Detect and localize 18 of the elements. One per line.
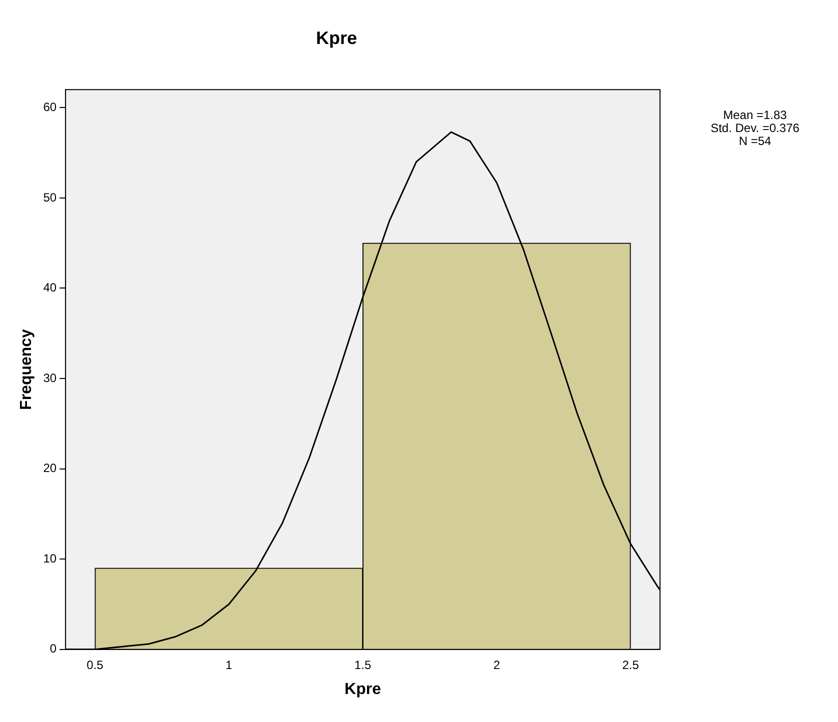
x-tick-label: 0.5 (86, 658, 104, 672)
y-axis-title: Frequency (18, 328, 36, 410)
x-tick-label: 2 (493, 658, 500, 672)
text: N =54 (738, 134, 772, 148)
text: Std. Dev. =0.376 (710, 120, 800, 135)
x-tick-label: 2.5 (622, 658, 640, 672)
y-tick-label: 0 (50, 642, 57, 656)
y-tick-label: 30 (43, 370, 57, 385)
x-tick-label: 1.5 (354, 658, 372, 672)
chart-title: Kpre (316, 28, 358, 48)
y-tick-label: 10 (43, 551, 57, 566)
y-tick-label: 40 (43, 280, 57, 295)
text: Mean =1.83 (723, 108, 788, 122)
y-tick-label: 50 (43, 190, 57, 204)
x-axis-title: Kpre (344, 680, 382, 698)
x-tick-label: 1 (226, 658, 233, 672)
y-tick-label: 60 (43, 100, 57, 114)
y-tick-label: 20 (43, 461, 57, 476)
